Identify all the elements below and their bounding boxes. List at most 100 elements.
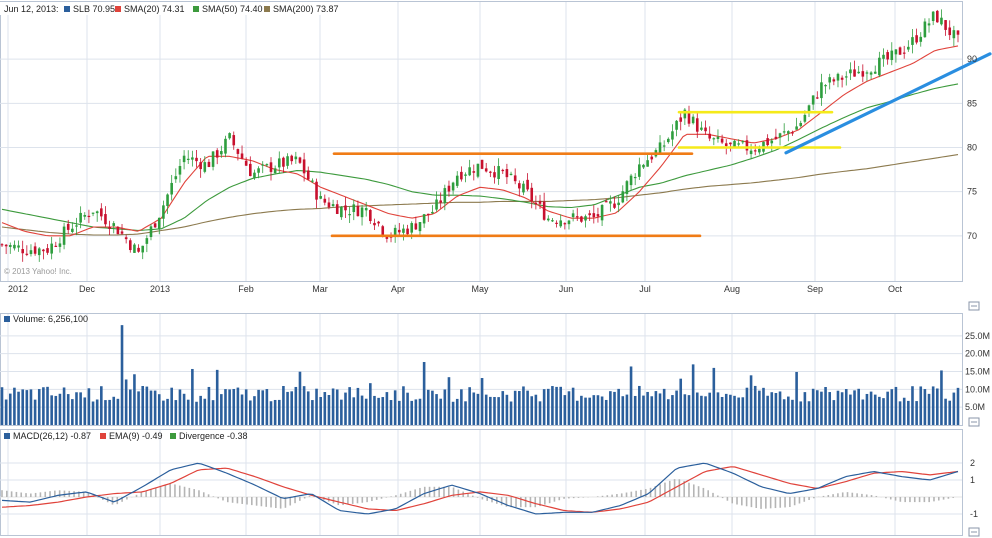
volume-bar bbox=[120, 325, 124, 425]
divergence-bar bbox=[10, 491, 13, 497]
divergence-bar bbox=[510, 497, 513, 508]
settings-icon[interactable] bbox=[968, 527, 980, 537]
volume-bars bbox=[0, 325, 960, 425]
divergence-bar bbox=[933, 497, 935, 502]
volume-bar bbox=[385, 392, 389, 425]
axis-ticks: 2012 Dec 2013 Feb Mar Apr May Jun Jul Aug Sep Oct 70… bbox=[8, 54, 990, 519]
volume-bar bbox=[249, 400, 252, 425]
volume-bar bbox=[795, 371, 798, 425]
y-tick-label: 90 bbox=[967, 54, 977, 64]
candle-body bbox=[534, 202, 538, 204]
settings-icon[interactable] bbox=[968, 417, 980, 427]
candle-body bbox=[745, 140, 749, 151]
divergence-bar bbox=[544, 497, 546, 505]
volume-bar bbox=[559, 386, 563, 425]
volume-bar bbox=[799, 401, 803, 425]
candle-body bbox=[369, 210, 372, 222]
divergence-bar bbox=[577, 497, 580, 498]
volume-bar bbox=[824, 387, 827, 425]
volume-bar bbox=[625, 394, 629, 425]
volume-bar bbox=[369, 383, 372, 425]
divergence-bar bbox=[111, 497, 114, 505]
candle-body bbox=[62, 226, 66, 245]
volume-bar bbox=[455, 398, 459, 425]
candle-body bbox=[265, 164, 269, 166]
divergence-bar bbox=[899, 497, 902, 502]
candle-body bbox=[861, 71, 865, 77]
candle-body bbox=[277, 158, 281, 168]
volume-bar bbox=[787, 396, 790, 425]
candle-body bbox=[513, 175, 517, 182]
candle-body bbox=[418, 222, 422, 232]
candle-body bbox=[215, 150, 219, 158]
volume-bar bbox=[153, 390, 157, 425]
volume-bar bbox=[782, 399, 786, 425]
divergence-bar bbox=[260, 497, 263, 507]
divergence-bar bbox=[395, 495, 397, 497]
candle-body bbox=[546, 218, 550, 221]
candle-body bbox=[319, 196, 322, 199]
volume-bar bbox=[71, 399, 74, 425]
divergence-bar bbox=[755, 497, 758, 509]
volume-bar bbox=[530, 396, 534, 425]
divergence-bar bbox=[356, 497, 359, 504]
volume-bar bbox=[315, 388, 318, 425]
divergence-bar bbox=[39, 492, 42, 497]
divergence-bar bbox=[505, 497, 508, 507]
volume-bar bbox=[224, 389, 227, 425]
volume-bar bbox=[178, 389, 182, 425]
divergence-bar bbox=[140, 492, 143, 497]
divergence-bar bbox=[793, 497, 796, 506]
volume-bar bbox=[277, 399, 281, 425]
divergence-bar bbox=[937, 497, 940, 501]
volume-bar bbox=[820, 391, 823, 425]
divergence-bar bbox=[688, 482, 690, 497]
settings-icon[interactable] bbox=[968, 301, 980, 311]
volume-bar bbox=[42, 387, 45, 425]
divergence-bar bbox=[923, 497, 926, 503]
x-tick-label: Sep bbox=[807, 284, 823, 294]
candle-body bbox=[302, 159, 306, 174]
volume-bar bbox=[207, 386, 211, 425]
y-tick-label: -1 bbox=[970, 509, 978, 519]
divergence-bar bbox=[303, 497, 306, 499]
candle-body bbox=[778, 133, 782, 138]
divergence-bar bbox=[342, 497, 344, 506]
macd-swatch bbox=[4, 433, 10, 439]
volume-bar bbox=[844, 389, 848, 425]
volume-bar bbox=[712, 367, 716, 425]
candle-body bbox=[600, 204, 604, 221]
candle-body bbox=[704, 127, 707, 132]
legend-sma20: SMA(20) 74.31 bbox=[124, 4, 185, 14]
trend-lines bbox=[330, 52, 992, 238]
price-candles bbox=[0, 9, 960, 262]
divergence-bar bbox=[500, 497, 503, 506]
candle-body bbox=[58, 243, 62, 247]
price-legend: Jun 12, 2013: SLB 70.95 SMA(20) 74.31 SM… bbox=[0, 2, 339, 15]
volume-bar bbox=[869, 391, 873, 425]
candle-body bbox=[894, 49, 898, 55]
candle-body bbox=[799, 122, 803, 127]
volume-bar bbox=[745, 387, 749, 425]
divergence-bar bbox=[351, 497, 354, 504]
candle-body bbox=[729, 142, 732, 145]
candle-body bbox=[174, 176, 178, 180]
volume-bar bbox=[687, 395, 691, 425]
volume-bar bbox=[58, 393, 62, 425]
candle-body bbox=[228, 133, 231, 139]
volume-bar bbox=[319, 396, 322, 425]
divergence-bar bbox=[63, 490, 66, 497]
candle-body bbox=[344, 205, 347, 211]
volume-bar bbox=[522, 386, 525, 425]
divergence-bar bbox=[25, 493, 27, 497]
candle-body bbox=[865, 72, 869, 74]
volume-bar bbox=[232, 388, 236, 425]
candle-body bbox=[29, 250, 33, 255]
divergence-bar bbox=[741, 497, 743, 506]
candle-body bbox=[54, 245, 58, 248]
candle-body bbox=[4, 244, 8, 247]
divergence-bar bbox=[217, 497, 219, 499]
divergence-bar bbox=[664, 482, 666, 497]
x-tick-label: Jul bbox=[639, 284, 651, 294]
volume-bar bbox=[199, 395, 202, 425]
